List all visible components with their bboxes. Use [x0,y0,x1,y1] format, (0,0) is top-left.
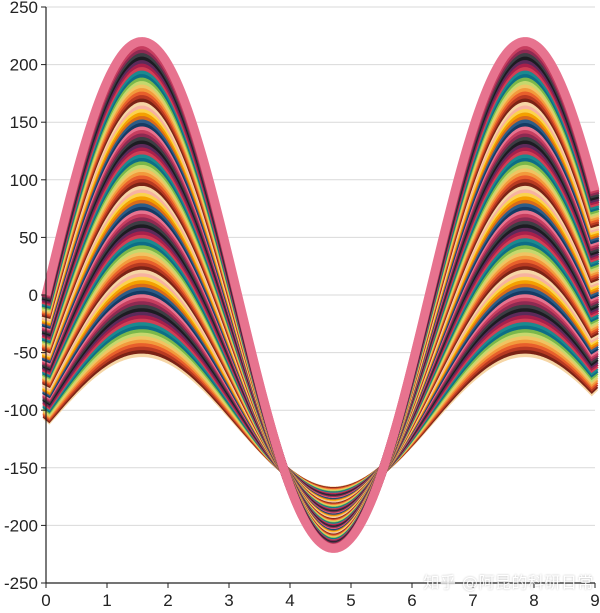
series-curve [42,341,599,497]
x-tick-label: 0 [41,591,50,610]
y-tick-label: 150 [10,113,38,132]
y-tick-label: 250 [10,0,38,17]
series-curve [41,37,600,553]
x-tick-label: 5 [346,591,355,610]
y-tick-label: -150 [4,459,38,478]
y-tick-label: 200 [10,56,38,75]
x-tick-label: 2 [163,591,172,610]
y-tick-label: 50 [19,228,38,247]
y-tick-label: -200 [4,516,38,535]
watermark: 知乎 @阿昆的科研日常 [423,573,594,592]
series-curve [42,344,599,496]
y-tick-label: -250 [4,574,38,593]
curve-series [41,37,600,553]
y-tick-label: -50 [13,344,38,363]
x-tick-label: 8 [529,591,538,610]
series-curve [42,334,599,498]
y-tick-label: -100 [4,401,38,420]
x-tick-label: 4 [285,591,294,610]
x-tick-label: 7 [468,591,477,610]
x-tick-label: 3 [224,591,233,610]
y-tick-label: 100 [10,171,38,190]
y-tick-label: 0 [29,286,38,305]
series-curve [42,337,599,498]
x-tick-label: 9 [590,591,599,610]
x-tick-label: 1 [102,591,111,610]
series-curve [42,348,599,496]
series-curve [42,330,599,499]
axes [41,6,596,588]
x-tick-label: 6 [407,591,416,610]
